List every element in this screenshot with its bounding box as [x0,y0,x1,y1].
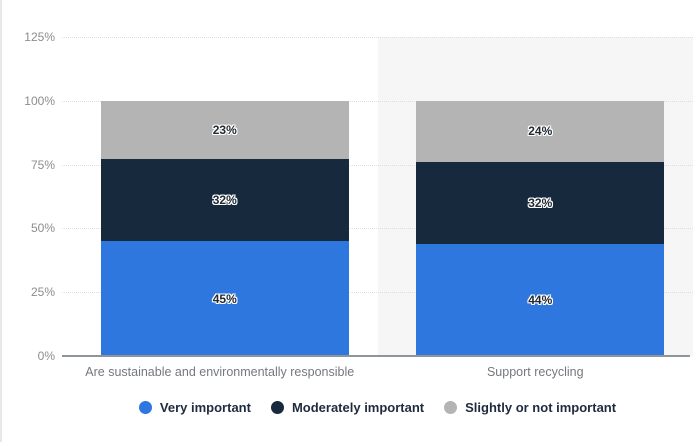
category-label: Support recycling [486,365,584,379]
legend-label: Moderately important [291,400,425,415]
y-tick-label: 50% [30,221,55,236]
bar-segment[interactable] [100,159,349,242]
category-label: Are sustainable and environmentally resp… [85,365,355,379]
legend-label: Slightly or not important [465,400,617,415]
plot-area: 45% 32% 23% 44% 32% 24% [62,37,693,357]
y-tick-label: 0% [37,349,55,363]
gridline-25 [62,292,693,294]
y-tick-label: 125% [24,30,55,44]
bar-segment[interactable] [416,100,665,163]
bar-segment[interactable] [100,241,349,356]
bar-segment[interactable] [416,162,665,244]
gridline-100 [62,100,693,102]
left-panel-divider [0,0,2,442]
y-tick-label: 100% [24,93,55,108]
legend-dot-icon [270,401,284,414]
legend-item[interactable]: Very important [138,400,251,415]
bar-segment[interactable] [100,100,349,160]
gridline-125 [62,37,693,38]
y-tick-label: 25% [30,285,55,300]
legend-dot-icon [138,401,152,414]
y-tick-label: 75% [30,157,55,172]
legend-item[interactable]: Moderately important [270,400,425,415]
gridline-75 [62,164,693,166]
bar-segment[interactable] [416,243,665,356]
legend-dot-icon [444,401,458,414]
legend-label: Very important [159,400,251,415]
x-axis-line [62,355,690,357]
legend: Very important Moderately important Slight… [62,400,693,415]
gridline-50 [62,228,693,230]
legend-item[interactable]: Slightly or not important [444,400,616,415]
